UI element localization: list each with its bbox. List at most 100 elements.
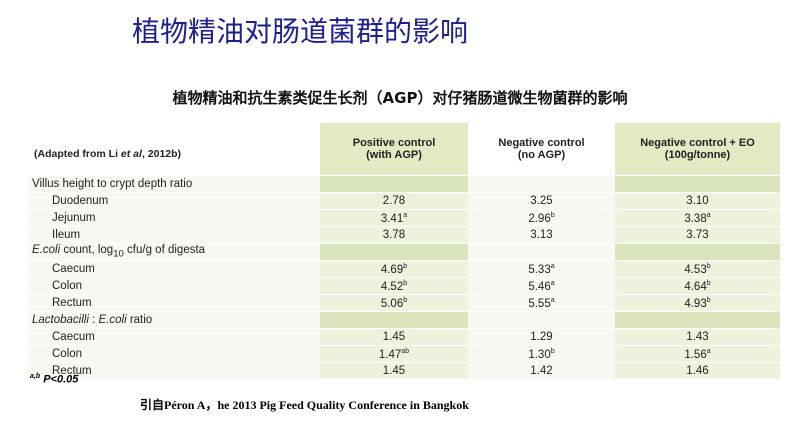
- cell-superscript: a: [706, 211, 711, 219]
- section-row: Lactobacilli : E.coli ratio: [28, 311, 780, 329]
- cell: 3.73: [615, 226, 780, 244]
- cell-value: 3.25: [530, 195, 553, 207]
- cell-value: 1.29: [530, 331, 553, 343]
- text-run: ratio: [126, 314, 153, 326]
- cell-superscript: a: [550, 279, 555, 287]
- cell: 1.47ab: [320, 345, 468, 363]
- table-title: 植物精油和抗生素类促生长剂（AGP）对仔猪肠道微生物菌群的影响: [172, 89, 628, 107]
- footnote-text: P<0.05: [43, 373, 79, 386]
- cell-value: 4.69: [380, 263, 404, 276]
- text-run: , 2012b): [141, 148, 182, 160]
- data-row: Colon 4.52b 5.46a 4.64b: [28, 277, 780, 295]
- cell: 4.93b: [615, 294, 780, 312]
- header-row: (Adapted from Li et al, 2012b) Positive c…: [28, 123, 780, 176]
- cell-value: 1.45: [382, 365, 406, 377]
- section-cell: [320, 243, 468, 261]
- column-header-line: Positive control: [352, 137, 436, 149]
- cell: 3.13: [468, 226, 615, 244]
- cell-value: 1.46: [686, 365, 709, 377]
- row-label: Jejunum: [28, 209, 320, 227]
- section-row: E.coli count, log10 cfu/g of digesta: [28, 243, 780, 261]
- section-cell: [468, 175, 615, 193]
- row-label: Duodenum: [28, 192, 320, 210]
- text-run: E.coli: [32, 244, 61, 257]
- cell-value: 5.06: [380, 297, 404, 310]
- footnote-sup: a,b: [30, 373, 41, 380]
- row-label: Rectum: [28, 294, 320, 312]
- data-row: Jejunum 3.41a 2.96b 3.38a: [28, 209, 780, 227]
- section-row: Villus height to crypt depth ratio: [28, 175, 780, 193]
- cell-value: 1.56: [684, 348, 707, 361]
- cell-superscript: b: [403, 279, 408, 287]
- cell-value: 1.47: [378, 348, 402, 361]
- column-header: Positive control (with AGP): [320, 123, 468, 176]
- cell: 3.41a: [320, 209, 468, 227]
- cell: 1.45: [320, 362, 468, 380]
- cell: 1.29: [468, 328, 615, 346]
- cell: 1.43: [615, 328, 780, 346]
- section-title: Villus height to crypt depth ratio: [28, 175, 320, 193]
- cell: 4.64b: [615, 277, 780, 295]
- cell: 5.06b: [320, 294, 468, 312]
- data-row: Caecum 1.45 1.29 1.43: [28, 328, 780, 346]
- source-note: (Adapted from Li et al, 2012b): [28, 123, 320, 176]
- source: 引自Péron A，he 2013 Pig Feed Quality Confe…: [140, 398, 469, 412]
- footnote: a,b P<0.05: [30, 373, 78, 386]
- cell: 1.46: [615, 362, 780, 380]
- cell-value: 1.42: [530, 365, 553, 377]
- section-title: Lactobacilli : E.coli ratio: [28, 311, 320, 329]
- column-header-line: Negative control: [498, 137, 585, 149]
- row-label: Rectum: [28, 362, 320, 380]
- text-run: E.coli: [98, 314, 127, 326]
- cell-value: 1.30: [528, 348, 551, 361]
- cell-value: 2.78: [382, 195, 406, 207]
- cell-superscript: b: [706, 296, 711, 304]
- cell-value: 4.93: [684, 297, 707, 310]
- column-header-line: (100g/tonne): [664, 149, 731, 161]
- cell-value: 5.46: [528, 280, 551, 293]
- slide-title: 植物精油对肠道菌群的影响: [132, 15, 469, 48]
- cell-value: 3.13: [530, 229, 553, 241]
- cell-value: 3.10: [686, 195, 709, 207]
- cell-value: 5.33: [528, 263, 551, 276]
- cell: 5.46a: [468, 277, 615, 295]
- cell-superscript: b: [550, 211, 555, 219]
- column-header: Negative control (no AGP): [468, 123, 615, 176]
- data-row: Ileum 3.78 3.13 3.73: [28, 226, 780, 244]
- cell-superscript: ab: [401, 347, 410, 355]
- row-label: Caecum: [28, 328, 320, 346]
- cell: 4.52b: [320, 277, 468, 295]
- data-table: (Adapted from Li et al, 2012b) Positive c…: [28, 123, 780, 380]
- data-row: Caecum 4.69b 5.33a 4.53b: [28, 260, 780, 278]
- data-row: Rectum 5.06b 5.55a 4.93b: [28, 294, 780, 312]
- text-run: et al: [120, 148, 142, 160]
- cell-value: 4.53: [684, 263, 707, 276]
- cell-superscript: b: [403, 296, 408, 304]
- text-run: count, log: [60, 244, 114, 257]
- cell-value: 2.96: [528, 212, 551, 225]
- row-label: Colon: [28, 345, 320, 363]
- cell-superscript: a: [550, 262, 555, 270]
- section-cell: [468, 243, 615, 261]
- cell-value: 3.73: [686, 229, 709, 241]
- row-label: Colon: [28, 277, 320, 295]
- cell: 3.38a: [615, 209, 780, 227]
- section-cell: [615, 175, 780, 193]
- cell-value: 4.64: [684, 280, 707, 293]
- cell: 2.78: [320, 192, 468, 210]
- cell-superscript: b: [403, 262, 408, 270]
- cell-superscript: a: [550, 296, 555, 304]
- cell-value: 3.41: [380, 212, 404, 225]
- column-header-line: (with AGP): [366, 149, 422, 161]
- cell: 3.25: [468, 192, 615, 210]
- cell-superscript: a: [403, 211, 408, 219]
- cell: 1.30b: [468, 345, 615, 363]
- cell-value: 3.78: [382, 229, 406, 241]
- cell: 1.56a: [615, 345, 780, 363]
- cell-value: 4.52: [380, 280, 404, 293]
- cell-value: 5.55: [528, 297, 551, 310]
- cell: 2.96b: [468, 209, 615, 227]
- column-header: Negative control + EO (100g/tonne): [615, 123, 780, 176]
- cell: 1.42: [468, 362, 615, 380]
